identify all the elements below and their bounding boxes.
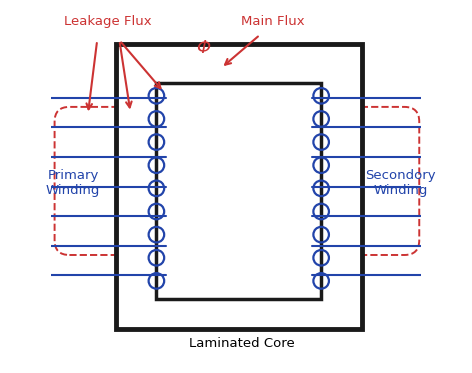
Text: Secondory
Winding: Secondory Winding: [365, 169, 436, 197]
Bar: [116, 44, 362, 329]
Bar: [156, 83, 321, 300]
Text: Φ: Φ: [195, 39, 210, 57]
Text: Main Flux: Main Flux: [241, 15, 305, 28]
Text: www.electricaleasy.com: www.electricaleasy.com: [221, 182, 340, 279]
Text: Leakage Flux: Leakage Flux: [65, 15, 152, 28]
Text: Laminated Core: Laminated Core: [189, 337, 295, 350]
Text: Primary
Winding: Primary Winding: [46, 169, 100, 197]
